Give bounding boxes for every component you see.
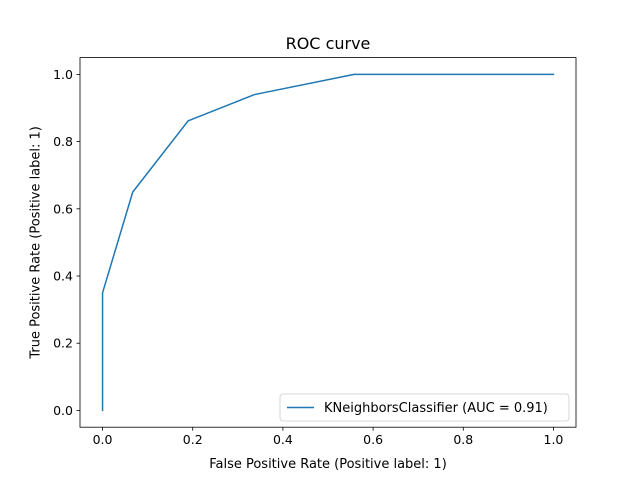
axes-frame xyxy=(79,57,577,428)
x-tick-label: 0.2 xyxy=(183,432,203,447)
y-tick-label: 0.2 xyxy=(53,336,73,351)
legend-series-label: KNeighborsClassifier (AUC = 0.91) xyxy=(324,401,548,416)
series-layer xyxy=(101,73,555,412)
plot-area xyxy=(79,57,577,428)
legend: KNeighborsClassifier (AUC = 0.91) xyxy=(279,393,570,422)
y-axis-label: True Positive Rate (Positive label: 1) xyxy=(29,126,44,360)
legend-box xyxy=(279,393,570,422)
y-tick-label: 0.6 xyxy=(53,201,73,216)
x-tick-label: 0.0 xyxy=(93,432,113,447)
y-tick-label: 1.0 xyxy=(53,67,73,82)
x-tick-label: 0.4 xyxy=(273,432,293,447)
y-axis-ticks: 0.0 0.2 0.4 0.6 0.8 1.0 xyxy=(53,67,80,418)
x-tick-label: 0.6 xyxy=(363,432,383,447)
x-tick-label: 1.0 xyxy=(544,432,564,447)
y-tick-label: 0.8 xyxy=(53,134,73,149)
y-tick-label: 0.0 xyxy=(53,403,73,418)
x-tick-label: 0.8 xyxy=(453,432,473,447)
x-axis-ticks: 0.0 0.2 0.4 0.6 0.8 1.0 xyxy=(93,427,564,447)
chart-title: ROC curve xyxy=(286,34,371,53)
x-axis-label: False Positive Rate (Positive label: 1) xyxy=(209,457,447,472)
y-tick-label: 0.4 xyxy=(53,269,73,284)
